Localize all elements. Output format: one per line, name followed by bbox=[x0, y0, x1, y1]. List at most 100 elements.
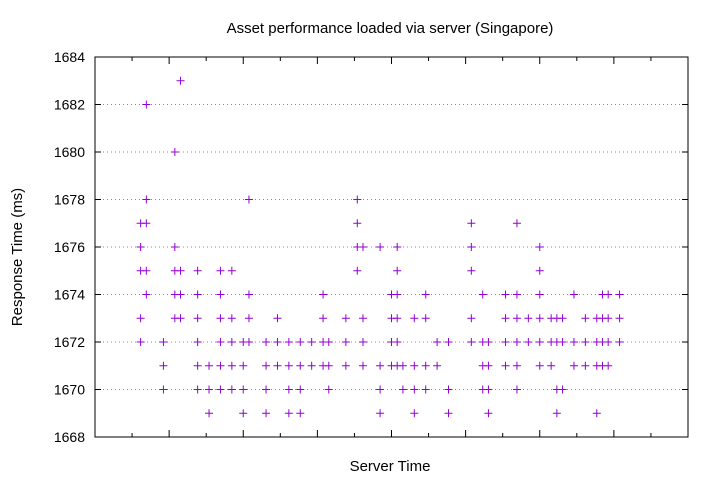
data-point bbox=[484, 385, 493, 394]
data-point bbox=[193, 385, 202, 394]
data-point bbox=[444, 338, 453, 346]
data-point bbox=[569, 361, 578, 370]
data-point bbox=[484, 338, 493, 346]
data-point bbox=[512, 338, 521, 346]
data-point bbox=[353, 266, 362, 275]
data-point bbox=[393, 338, 402, 346]
data-point bbox=[136, 243, 145, 251]
data-point bbox=[244, 195, 253, 204]
data-point bbox=[296, 385, 305, 394]
data-point bbox=[358, 361, 367, 370]
data-point bbox=[535, 314, 544, 323]
data-point bbox=[393, 243, 402, 251]
data-point bbox=[216, 385, 225, 394]
data-point bbox=[484, 361, 493, 370]
data-point bbox=[552, 409, 561, 418]
data-point bbox=[142, 195, 151, 204]
data-point bbox=[535, 361, 544, 370]
data-point bbox=[170, 243, 179, 251]
y-tick-label: 1668 bbox=[54, 429, 85, 445]
data-point bbox=[569, 338, 578, 346]
grid-lines bbox=[95, 104, 688, 390]
data-point bbox=[244, 290, 253, 299]
data-point bbox=[501, 314, 510, 323]
y-tick-label: 1676 bbox=[54, 239, 85, 255]
data-point bbox=[615, 338, 624, 346]
data-point bbox=[319, 290, 328, 299]
data-point bbox=[205, 409, 214, 418]
data-point bbox=[142, 219, 151, 228]
data-point bbox=[353, 219, 362, 228]
data-point bbox=[393, 266, 402, 275]
data-point bbox=[205, 361, 214, 370]
y-tick-label: 1680 bbox=[54, 144, 85, 160]
data-point bbox=[433, 338, 442, 346]
data-point bbox=[176, 290, 185, 299]
y-tick-label: 1670 bbox=[54, 382, 85, 398]
data-point bbox=[159, 338, 168, 346]
y-tick-label: 1682 bbox=[54, 97, 85, 113]
data-point bbox=[159, 385, 168, 394]
data-point bbox=[604, 314, 613, 323]
data-point bbox=[244, 338, 253, 346]
data-point bbox=[358, 338, 367, 346]
data-point bbox=[558, 314, 567, 323]
x-axis-label: Server Time bbox=[350, 458, 431, 475]
y-tick-label: 1678 bbox=[54, 192, 85, 208]
data-point bbox=[581, 314, 590, 323]
data-point bbox=[484, 409, 493, 418]
data-point bbox=[467, 266, 476, 275]
data-point bbox=[376, 361, 385, 370]
data-point bbox=[398, 361, 407, 370]
data-point bbox=[176, 266, 185, 275]
data-point bbox=[535, 338, 544, 346]
data-point bbox=[535, 266, 544, 275]
data-point bbox=[205, 385, 214, 394]
data-point bbox=[296, 361, 305, 370]
data-point bbox=[227, 338, 236, 346]
data-point bbox=[501, 361, 510, 370]
data-point bbox=[136, 314, 145, 323]
data-point bbox=[262, 409, 271, 418]
data-point bbox=[284, 409, 293, 418]
data-point bbox=[410, 385, 419, 394]
data-point bbox=[324, 338, 333, 346]
data-point bbox=[176, 76, 185, 85]
data-point bbox=[262, 385, 271, 394]
data-point bbox=[239, 385, 248, 394]
data-point bbox=[581, 361, 590, 370]
data-point bbox=[239, 409, 248, 418]
data-point bbox=[604, 361, 613, 370]
data-point bbox=[176, 314, 185, 323]
data-point bbox=[467, 314, 476, 323]
data-point bbox=[558, 385, 567, 394]
data-point bbox=[227, 385, 236, 394]
data-point bbox=[398, 385, 407, 394]
data-point bbox=[569, 290, 578, 299]
chart-title: Asset performance loaded via server (Sin… bbox=[227, 20, 554, 37]
data-point bbox=[239, 361, 248, 370]
data-point bbox=[581, 338, 590, 346]
data-point bbox=[273, 361, 282, 370]
data-point bbox=[393, 290, 402, 299]
data-point bbox=[358, 243, 367, 251]
data-point bbox=[592, 409, 601, 418]
data-point bbox=[512, 385, 521, 394]
data-point bbox=[341, 314, 350, 323]
data-point bbox=[393, 314, 402, 323]
data-point bbox=[410, 409, 419, 418]
data-point bbox=[142, 100, 151, 109]
data-point bbox=[376, 409, 385, 418]
data-point bbox=[216, 314, 225, 323]
data-point bbox=[512, 290, 521, 299]
data-point bbox=[604, 290, 613, 299]
data-point bbox=[524, 314, 533, 323]
data-point bbox=[284, 338, 293, 346]
axis-ticks: 1668 1670 1672 1674 1676 1678 1680 1682 1684 bbox=[54, 49, 688, 445]
data-point bbox=[535, 290, 544, 299]
data-point bbox=[296, 409, 305, 418]
data-point bbox=[512, 219, 521, 228]
data-point bbox=[296, 338, 305, 346]
data-point bbox=[216, 290, 225, 299]
